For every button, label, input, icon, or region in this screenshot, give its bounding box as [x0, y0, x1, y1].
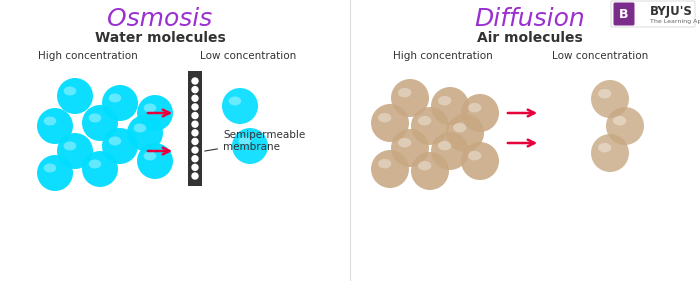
Circle shape	[192, 147, 198, 153]
Circle shape	[192, 164, 198, 170]
Text: The Learning App: The Learning App	[650, 19, 700, 24]
Ellipse shape	[102, 85, 138, 121]
Ellipse shape	[57, 133, 93, 169]
Ellipse shape	[64, 87, 76, 96]
Ellipse shape	[398, 138, 412, 148]
Ellipse shape	[431, 87, 469, 125]
Ellipse shape	[438, 96, 452, 105]
Ellipse shape	[239, 137, 251, 146]
Circle shape	[192, 78, 198, 84]
FancyBboxPatch shape	[611, 1, 695, 27]
Ellipse shape	[461, 142, 499, 180]
Ellipse shape	[43, 164, 56, 173]
Ellipse shape	[391, 79, 429, 117]
Ellipse shape	[371, 150, 409, 188]
Ellipse shape	[468, 103, 482, 112]
Ellipse shape	[108, 94, 121, 103]
Ellipse shape	[64, 141, 76, 150]
Text: Low concentration: Low concentration	[200, 51, 296, 61]
Ellipse shape	[411, 152, 449, 190]
Ellipse shape	[411, 107, 449, 145]
Ellipse shape	[127, 115, 163, 151]
Text: Water molecules: Water molecules	[94, 31, 225, 45]
Text: Osmosis: Osmosis	[107, 7, 213, 31]
Ellipse shape	[108, 137, 121, 146]
Ellipse shape	[378, 159, 391, 168]
Circle shape	[192, 130, 198, 136]
Ellipse shape	[232, 128, 268, 164]
Ellipse shape	[391, 129, 429, 167]
Text: B: B	[620, 8, 629, 21]
Ellipse shape	[591, 80, 629, 118]
Ellipse shape	[591, 134, 629, 172]
Ellipse shape	[137, 143, 173, 179]
Ellipse shape	[37, 155, 73, 191]
Ellipse shape	[222, 88, 258, 124]
Circle shape	[192, 139, 198, 144]
Circle shape	[192, 113, 198, 119]
Text: Air molecules: Air molecules	[477, 31, 583, 45]
Ellipse shape	[43, 116, 56, 125]
Circle shape	[192, 156, 198, 162]
Ellipse shape	[371, 104, 409, 142]
Circle shape	[192, 104, 198, 110]
Circle shape	[192, 87, 198, 93]
Circle shape	[192, 173, 198, 179]
Ellipse shape	[606, 107, 644, 145]
Ellipse shape	[57, 78, 93, 114]
Circle shape	[192, 95, 198, 101]
Text: High concentration: High concentration	[393, 51, 493, 61]
Text: Diffusion: Diffusion	[475, 7, 585, 31]
Ellipse shape	[468, 151, 482, 160]
Ellipse shape	[137, 95, 173, 131]
Ellipse shape	[144, 151, 156, 160]
Ellipse shape	[598, 89, 611, 98]
Ellipse shape	[229, 96, 241, 105]
Ellipse shape	[446, 114, 484, 152]
Text: High concentration: High concentration	[38, 51, 138, 61]
Ellipse shape	[37, 108, 73, 144]
Ellipse shape	[418, 116, 431, 125]
Ellipse shape	[431, 132, 469, 170]
Ellipse shape	[89, 159, 102, 169]
Circle shape	[192, 121, 198, 127]
Ellipse shape	[453, 123, 466, 132]
Text: BYJU'S: BYJU'S	[650, 6, 693, 19]
Ellipse shape	[82, 105, 118, 141]
Ellipse shape	[102, 128, 138, 164]
Ellipse shape	[89, 114, 102, 123]
Ellipse shape	[398, 88, 412, 98]
Ellipse shape	[378, 113, 391, 123]
Ellipse shape	[461, 94, 499, 132]
Ellipse shape	[134, 123, 146, 132]
Text: Semipermeable
membrane: Semipermeable membrane	[204, 130, 305, 152]
Ellipse shape	[613, 116, 626, 125]
Ellipse shape	[598, 143, 611, 152]
FancyBboxPatch shape	[613, 3, 634, 26]
Ellipse shape	[438, 141, 452, 150]
Ellipse shape	[82, 151, 118, 187]
Text: Low concentration: Low concentration	[552, 51, 648, 61]
Ellipse shape	[144, 103, 156, 112]
Ellipse shape	[418, 161, 431, 171]
Bar	[188, 71, 202, 186]
